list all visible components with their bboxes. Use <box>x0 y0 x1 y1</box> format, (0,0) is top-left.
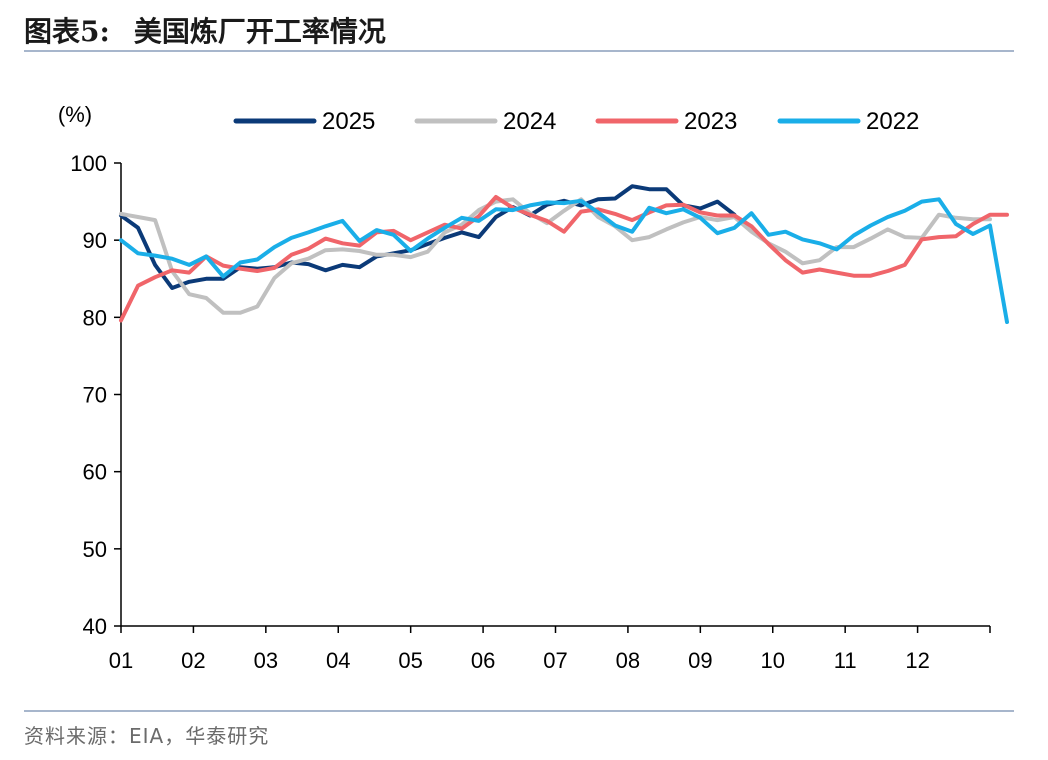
x-tick-label: 01 <box>109 648 133 673</box>
legend-label-2024: 2024 <box>503 108 556 135</box>
figure-label: 图表5: <box>24 15 110 48</box>
x-tick-label: 05 <box>398 648 422 673</box>
series-line-2025 <box>119 184 737 290</box>
x-tick-label: 12 <box>905 648 929 673</box>
y-tick-label: 60 <box>83 460 107 485</box>
x-tick-label: 04 <box>326 648 350 673</box>
x-tick-label: 10 <box>761 648 785 673</box>
chart-legend: 2025 2024 2023 2022 <box>233 108 919 135</box>
x-tick-label: 11 <box>834 648 857 673</box>
y-tick-label: 50 <box>83 537 107 562</box>
x-tick-label: 08 <box>616 648 640 673</box>
chart-axes: 40 50 60 70 80 90 100 (%) 01 02 03 04 05 06 07 08 09 10 11… <box>58 102 991 673</box>
x-tick-label: 07 <box>543 648 567 673</box>
chart-title: 图表5: 美国炼厂开工率情况 <box>24 10 386 50</box>
x-tick-label: 03 <box>254 648 278 673</box>
y-tick-label: 70 <box>83 383 107 408</box>
figure-title: 美国炼厂开工率情况 <box>133 15 386 48</box>
series-line-2023 <box>119 195 1009 323</box>
x-tick-label: 02 <box>181 648 205 673</box>
y-tick-label: 40 <box>83 614 107 639</box>
bottom-divider <box>24 710 1014 712</box>
series-line-2022 <box>119 197 1009 324</box>
y-tick-label: 100 <box>70 151 107 176</box>
x-tick-label: 09 <box>688 648 712 673</box>
legend-label-2025: 2025 <box>322 108 375 135</box>
y-axis-label: (%) <box>58 102 92 127</box>
y-tick-label: 90 <box>83 228 107 253</box>
x-tick-label: 06 <box>471 648 495 673</box>
chart-series <box>119 184 1009 324</box>
y-tick-label: 80 <box>83 305 107 330</box>
source-note: 资料来源：EIA，华泰研究 <box>24 724 270 748</box>
top-divider <box>24 50 1014 52</box>
legend-label-2022: 2022 <box>866 108 919 135</box>
series-line-2024 <box>119 197 992 315</box>
legend-label-2023: 2023 <box>684 108 737 135</box>
